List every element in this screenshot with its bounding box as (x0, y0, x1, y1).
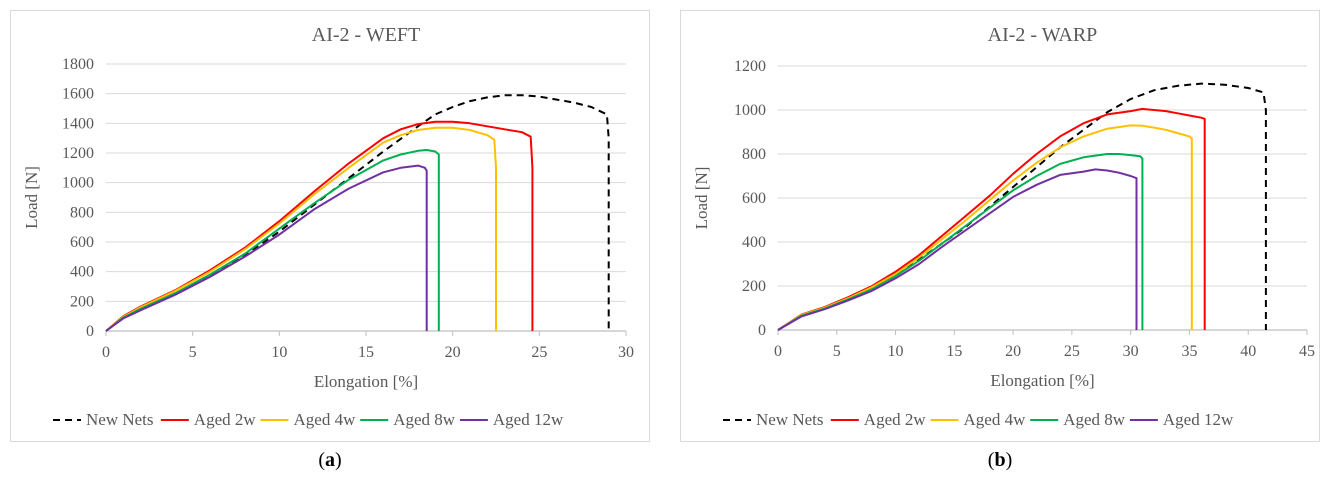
series-line-aged-8w (105, 149, 440, 332)
y-tick-label: 1000 (734, 102, 766, 119)
legend-label-aged-2w: Aged 2w (864, 410, 927, 429)
x-tick-label: 20 (1005, 343, 1021, 360)
y-tick-label: 1200 (62, 145, 94, 162)
legend-label-new-nets: New Nets (86, 410, 154, 429)
y-tick-label: 800 (742, 146, 766, 163)
x-tick-label: 0 (774, 343, 782, 360)
chart-weft: AI-2 - WEFT02004006008001000120014001600… (22, 24, 634, 429)
y-tick-label: 600 (70, 234, 94, 251)
x-axis-label: Elongation [%] (990, 371, 1094, 390)
y-axis-label: Load [N] (22, 166, 41, 229)
x-tick-label: 0 (102, 344, 110, 361)
legend-label-aged-4w: Aged 4w (964, 410, 1027, 429)
x-tick-label: 10 (888, 343, 904, 360)
chart-title: AI-2 - WARP (988, 24, 1098, 46)
y-tick-label: 600 (742, 190, 766, 207)
legend-label-aged-12w: Aged 12w (1163, 410, 1234, 429)
y-tick-label: 400 (70, 264, 94, 281)
series-line-aged-12w (105, 164, 428, 332)
caption-open: ( (318, 449, 325, 471)
x-tick-label: 5 (189, 344, 197, 361)
y-tick-label: 1800 (62, 56, 94, 73)
x-tick-label: 35 (1181, 343, 1197, 360)
legend-label-aged-8w: Aged 8w (1063, 410, 1126, 429)
caption-a: (a) (10, 449, 650, 472)
y-tick-label: 0 (758, 322, 766, 339)
chart-panel-weft: AI-2 - WEFT 0 200 400 600 800 1000 1200 1400 1600… (10, 10, 650, 442)
x-tick-label: 15 (946, 343, 962, 360)
legend-label-aged-2w: Aged 2w (194, 410, 257, 429)
chart-warp: AI-2 - WARP 0 200 400 600 800 1000 1200 0 5 10 15 20… (692, 24, 1315, 429)
caption-letter: b (994, 449, 1006, 471)
chart-panel-warp: AI-2 - WARP 0 200 400 600 800 1000 1200 0 5 10 15 20… (680, 10, 1320, 442)
caption-close: ) (1005, 449, 1013, 471)
x-tick-label: 20 (445, 344, 461, 361)
y-tick-label: 800 (70, 204, 94, 221)
y-tick-label: 0 (86, 323, 94, 340)
caption-b: (b) (680, 449, 1320, 472)
series-line-aged-8w (777, 153, 1144, 331)
series-line-aged-4w (777, 124, 1193, 331)
x-tick-label: 45 (1299, 343, 1315, 360)
series-line-aged-4w (105, 126, 497, 332)
y-axis-label: Load [N] (692, 167, 711, 230)
y-tick-label: 1000 (62, 175, 94, 192)
y-tick-label: 400 (742, 234, 766, 251)
legend-label-new-nets: New Nets (756, 410, 824, 429)
caption-letter: a (325, 449, 335, 471)
x-axis-label: Elongation [%] (314, 372, 418, 391)
y-tick-label: 1200 (734, 58, 766, 75)
x-tick-label: 15 (358, 344, 374, 361)
x-tick-label: 30 (1123, 343, 1139, 360)
series-line-aged-2w (777, 107, 1206, 331)
y-tick-label: 200 (70, 293, 94, 310)
caption-close: ) (335, 449, 342, 471)
y-tick-label: 1400 (62, 115, 94, 132)
y-tick-label: 200 (742, 278, 766, 295)
x-tick-label: 40 (1240, 343, 1256, 360)
legend-label-aged-8w: Aged 8w (393, 410, 456, 429)
x-tick-label: 30 (618, 344, 634, 361)
x-tick-label: 25 (531, 344, 547, 361)
legend-label-aged-4w: Aged 4w (294, 410, 357, 429)
x-tick-label: 10 (271, 344, 287, 361)
x-tick-label: 5 (833, 343, 841, 360)
caption-open: ( (987, 449, 995, 471)
legend-label-aged-12w: Aged 12w (493, 410, 564, 429)
chart-title: AI-2 - WEFT (312, 24, 421, 46)
y-tick-label: 1600 (62, 86, 94, 103)
series-line-aged-12w (777, 168, 1138, 331)
x-tick-label: 25 (1064, 343, 1080, 360)
